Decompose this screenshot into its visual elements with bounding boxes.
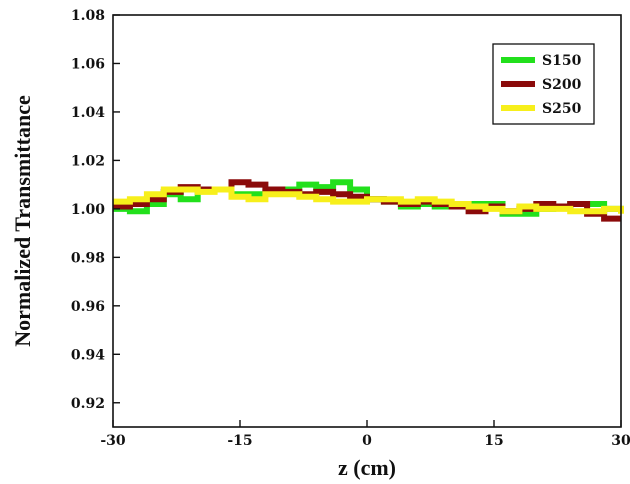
plot-layer	[113, 179, 624, 222]
x-tick-label: -30	[100, 433, 126, 449]
y-tick-label: 0.98	[71, 250, 105, 266]
y-tick-label: 0.96	[71, 299, 105, 315]
x-axis-title: z (cm)	[338, 455, 396, 480]
ticks-layer: -30 -15 0 15 30 0.92 0.94 0.96 0.98 1.00 1.02 1.04 1…	[71, 8, 630, 449]
y-tick-label: 1.00	[71, 202, 105, 218]
y-tick-label: 0.94	[71, 347, 105, 363]
y-tick-label: 1.06	[71, 56, 105, 72]
y-tick-label: 1.02	[71, 153, 105, 169]
legend: S150 S200 S250	[492, 43, 595, 125]
x-tick-label: -15	[227, 433, 252, 449]
x-tick-label: 0	[362, 433, 372, 449]
y-tick-label: 1.08	[71, 8, 105, 24]
x-tick-label: 30	[611, 433, 630, 449]
y-tick-label: 1.04	[71, 105, 105, 121]
y-tick-label: 0.92	[71, 396, 105, 412]
x-tick-label: 15	[484, 433, 503, 449]
legend-label-s150: S150	[542, 53, 582, 69]
y-axis-title: Normalized Transmittance	[10, 95, 35, 347]
legend-label-s250: S250	[542, 101, 582, 117]
series-line-s250	[113, 186, 624, 215]
legend-label-s200: S200	[542, 77, 582, 93]
